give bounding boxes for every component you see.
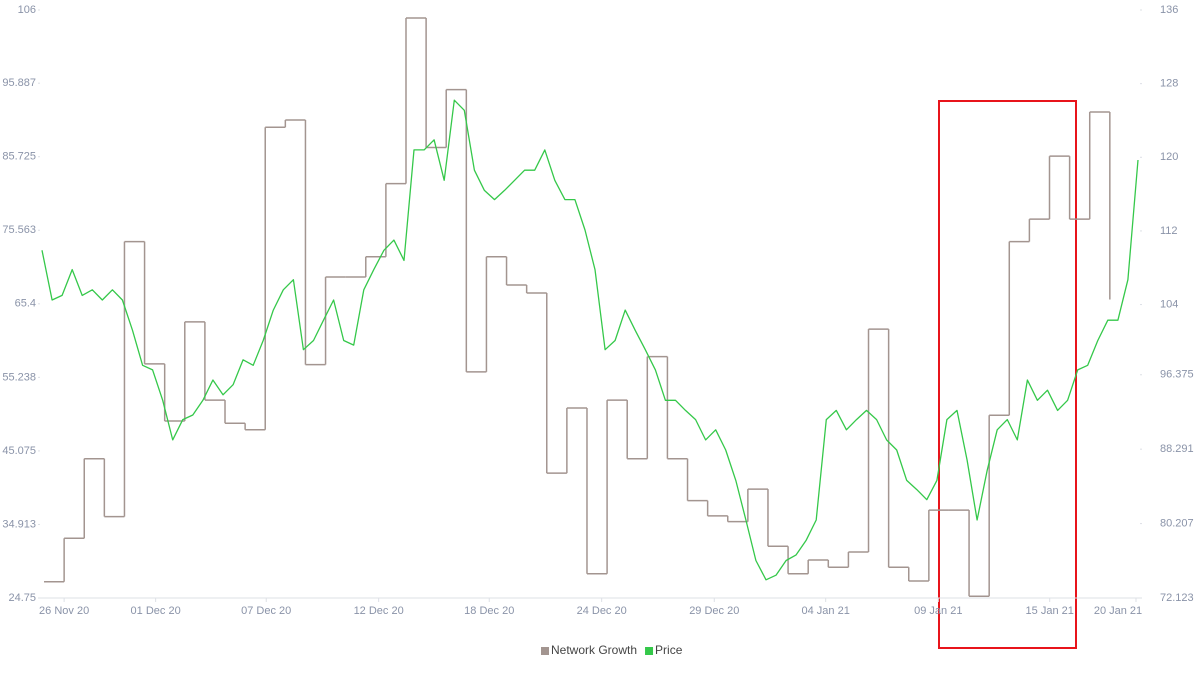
y-tick-label: 65.4 bbox=[15, 298, 36, 310]
legend-label: Price bbox=[655, 643, 683, 657]
x-tick-label: 26 Nov 20 bbox=[39, 605, 89, 617]
x-tick-label: 04 Jan 21 bbox=[802, 605, 850, 617]
x-tick-label: 29 Dec 20 bbox=[689, 605, 739, 617]
x-tick-label: 24 Dec 20 bbox=[577, 605, 627, 617]
y2-tick-label: 128 bbox=[1160, 78, 1178, 90]
y-tick-label: 24.75 bbox=[8, 592, 36, 604]
y-tick-label: 75.563 bbox=[2, 224, 36, 236]
x-tick-label: 07 Dec 20 bbox=[241, 605, 291, 617]
y-tick-label: 106 bbox=[18, 4, 36, 16]
y2-tick-label: 88.291 bbox=[1160, 443, 1194, 455]
y-tick-label: 95.887 bbox=[2, 77, 36, 89]
x-tick-label: 20 Jan 21 bbox=[1094, 605, 1142, 617]
y2-tick-label: 136 bbox=[1160, 4, 1178, 16]
price-line bbox=[41, 99, 1139, 581]
y-tick-label: 34.913 bbox=[2, 518, 36, 530]
highlight-box bbox=[938, 100, 1077, 649]
y2-tick-label: 120 bbox=[1160, 151, 1178, 163]
y2-tick-label: 72.123 bbox=[1160, 592, 1194, 604]
x-tick-label: 15 Jan 21 bbox=[1026, 605, 1074, 617]
legend-label: Network Growth bbox=[551, 643, 637, 657]
y2-tick-label: 80.207 bbox=[1160, 517, 1194, 529]
legend-swatch bbox=[541, 647, 549, 655]
y2-tick-label: 112 bbox=[1160, 225, 1178, 237]
y-tick-label: 55.238 bbox=[2, 371, 36, 383]
legend-swatch bbox=[645, 647, 654, 655]
y2-tick-label: 104 bbox=[1160, 298, 1178, 310]
x-tick-label: 18 Dec 20 bbox=[464, 605, 514, 617]
x-tick-label: 09 Jan 21 bbox=[914, 605, 962, 617]
y2-tick-label: 96.375 bbox=[1160, 369, 1194, 381]
x-tick-label: 12 Dec 20 bbox=[354, 605, 404, 617]
y-tick-label: 45.075 bbox=[2, 445, 36, 457]
y-tick-label: 85.725 bbox=[2, 151, 36, 163]
x-tick-label: 01 Dec 20 bbox=[131, 605, 181, 617]
